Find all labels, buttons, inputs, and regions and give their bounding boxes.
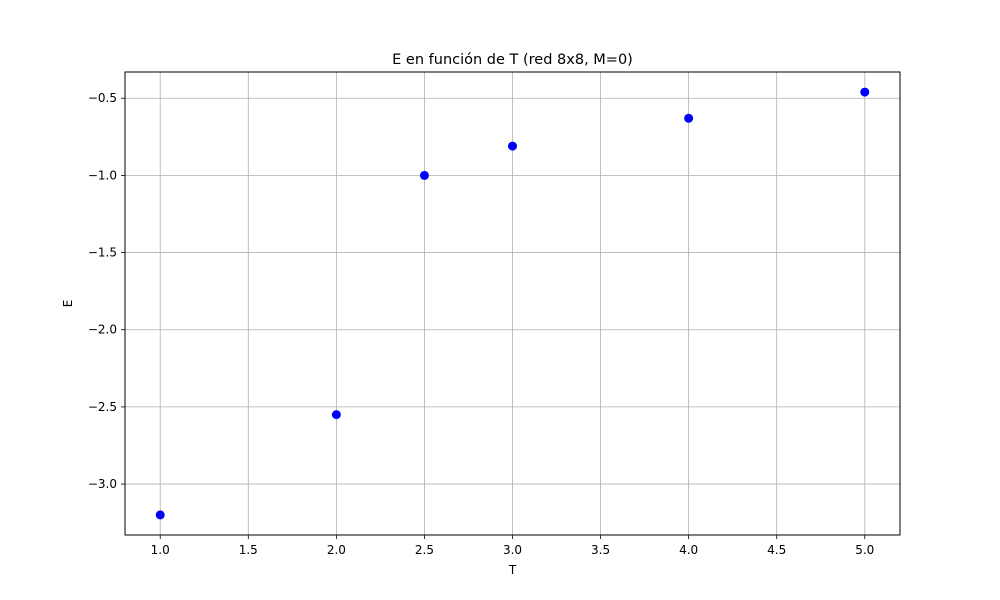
- y-tick-label: −1.0: [88, 168, 117, 182]
- data-point: [684, 113, 694, 123]
- x-tick-label: 5.0: [855, 543, 874, 557]
- y-tick-label: −2.0: [88, 323, 117, 337]
- x-axis-label: T: [508, 563, 517, 577]
- y-tick-label: −2.5: [88, 400, 117, 414]
- grid-lines: [125, 72, 900, 535]
- x-axis: 1.0 1.5 2.0 2.5 3.0 3.5 4.0 4.5 5.0: [151, 535, 874, 557]
- x-tick-label: 4.5: [767, 543, 786, 557]
- x-tick-label: 1.5: [239, 543, 258, 557]
- x-tick-label: 1.0: [151, 543, 170, 557]
- y-tick-label: −3.0: [88, 477, 117, 491]
- data-point: [419, 170, 429, 180]
- x-tick-label: 3.0: [503, 543, 522, 557]
- x-tick-label: 4.0: [679, 543, 698, 557]
- data-points: [155, 87, 870, 520]
- chart-title: E en función de T (red 8x8, M=0): [392, 52, 633, 68]
- data-point: [331, 410, 341, 420]
- x-tick-label: 2.0: [327, 543, 346, 557]
- data-point: [860, 87, 870, 97]
- data-point: [155, 510, 165, 520]
- y-axis: −3.0 −2.5 −2.0 −1.5 −1.0 −0.5: [88, 91, 125, 491]
- x-tick-label: 3.5: [591, 543, 610, 557]
- data-point: [508, 141, 517, 151]
- x-tick-label: 2.5: [415, 543, 434, 557]
- y-tick-label: −0.5: [88, 91, 117, 105]
- y-axis-label: E: [61, 300, 75, 308]
- y-tick-label: −1.5: [88, 246, 117, 260]
